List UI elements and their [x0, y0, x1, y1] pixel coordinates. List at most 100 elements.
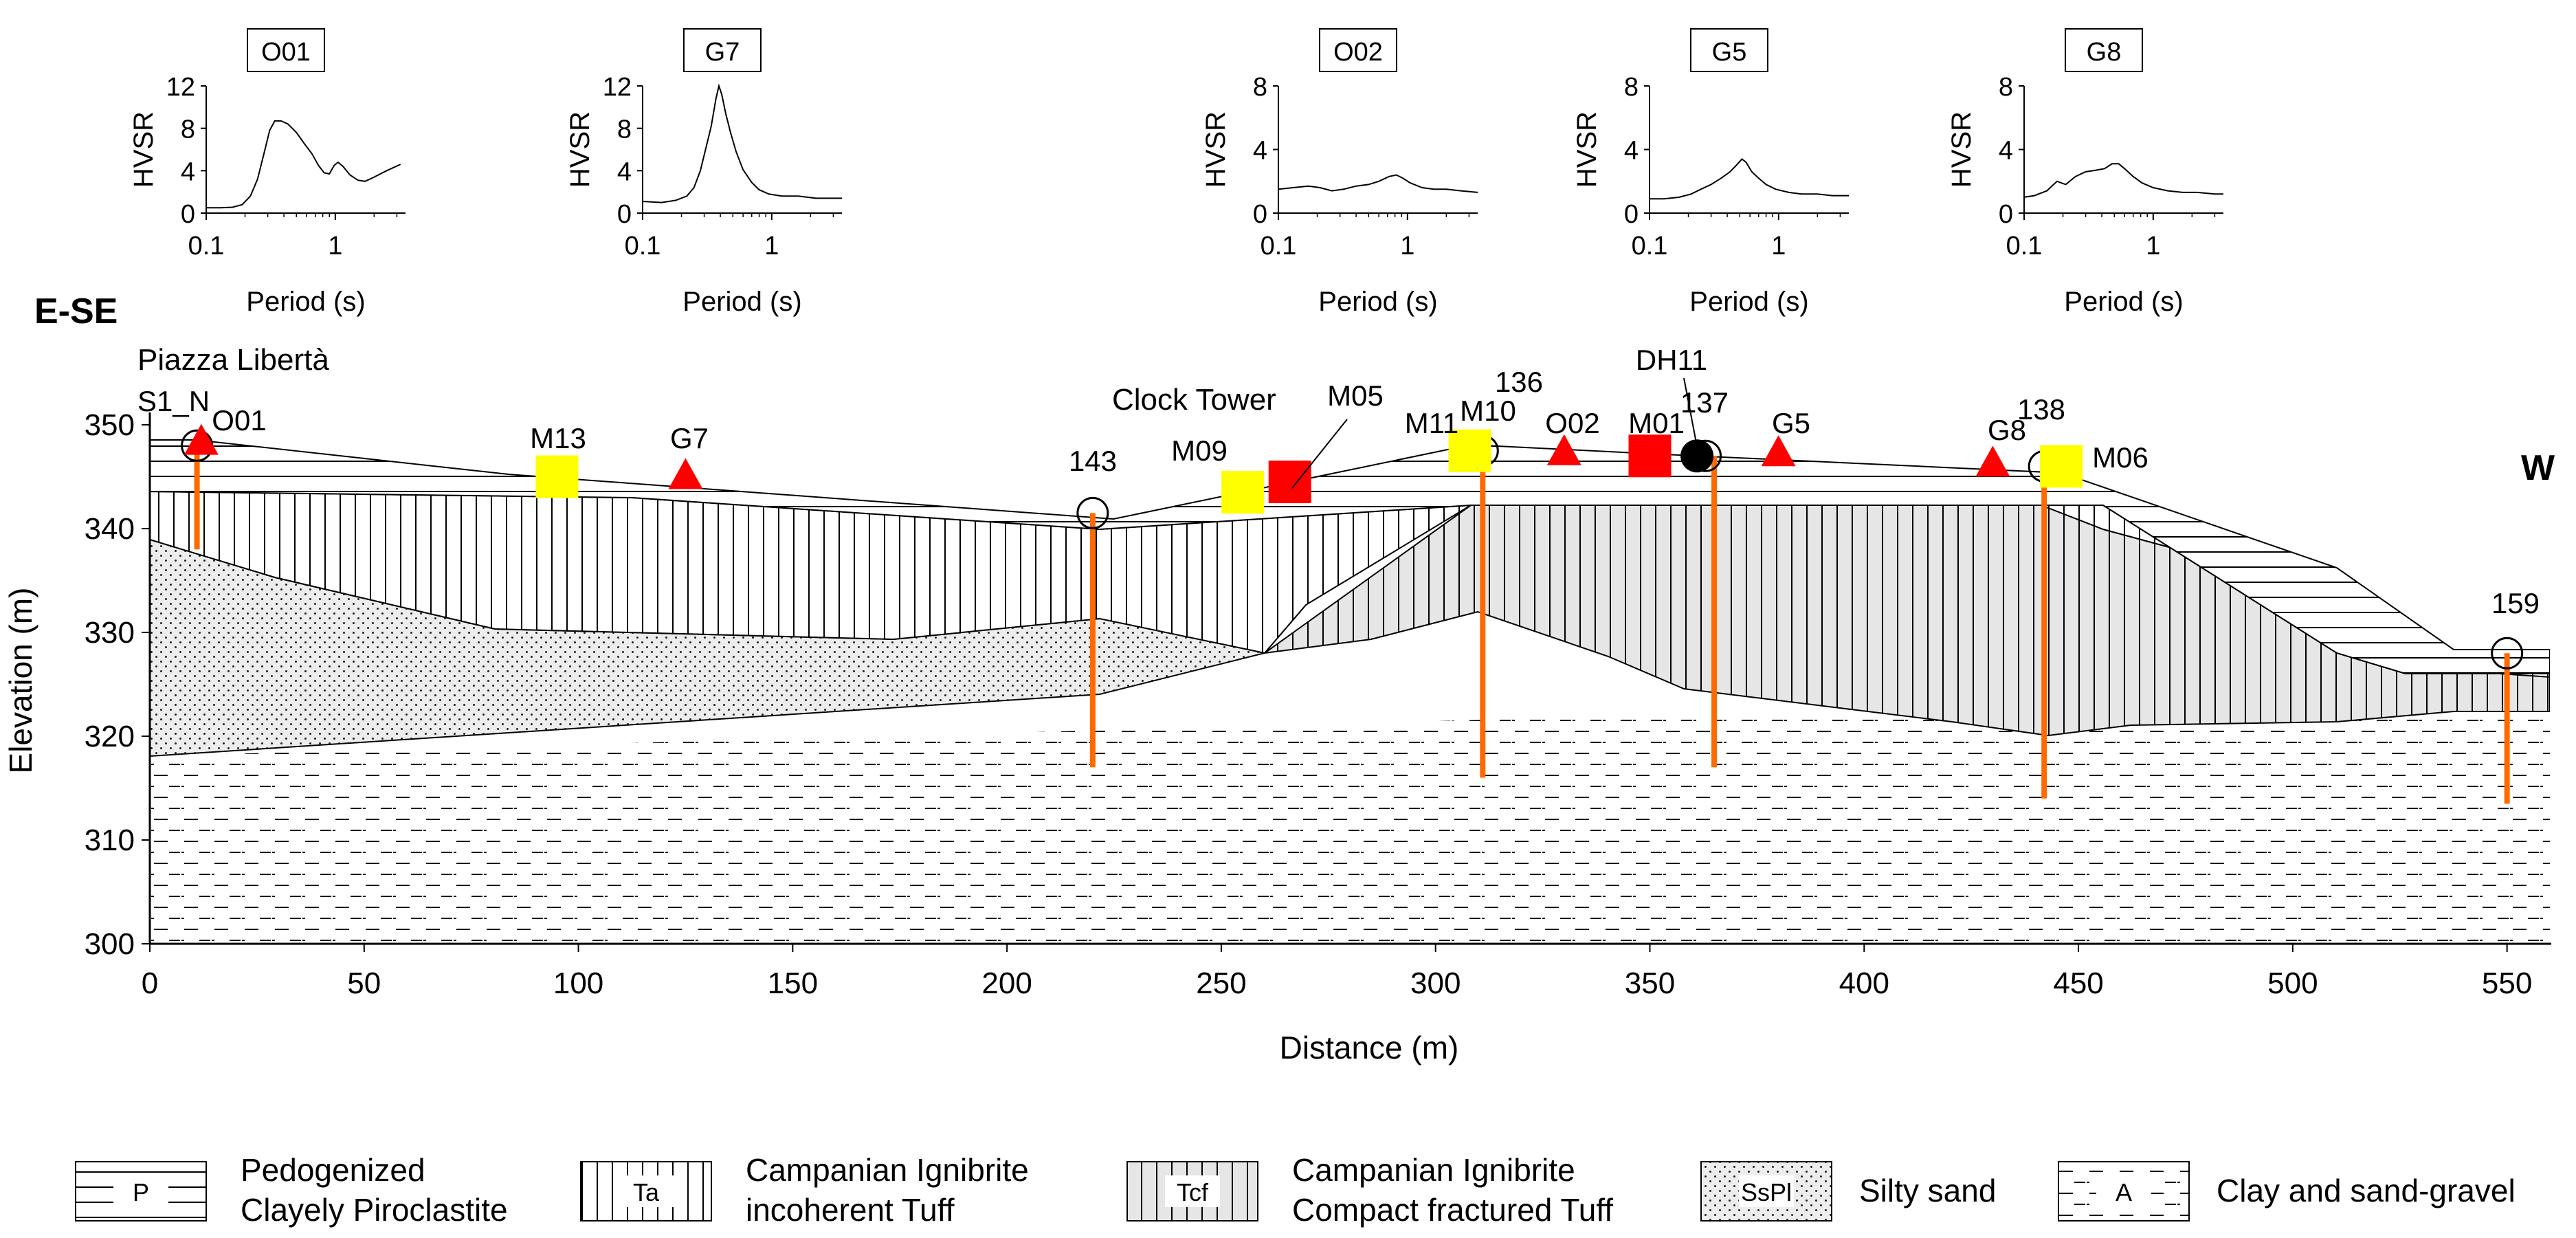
layer-pedogenized-piroclastite — [150, 439, 2550, 674]
legend-item-sspl: SsPl Silty sand — [1700, 1161, 1996, 1222]
dh-label: DH11 — [1636, 344, 1707, 376]
hvsr-panel-o01: O01 0 4 8 12 0.1 1 Period (s) HVSR — [129, 28, 406, 317]
legend-code-bg — [1165, 1175, 1220, 1207]
hvsr-curve-o01 — [206, 120, 401, 209]
hvsr-y-label: HVSR — [565, 111, 595, 188]
legend-label-line2: Clayely Piroclastite — [241, 1192, 508, 1228]
triangle-label-g5: G5 — [1772, 407, 1810, 439]
circle-label-137: 137 — [1680, 386, 1729, 419]
place-label: Piazza Libertà — [137, 343, 329, 377]
legend-code: SsPl — [1741, 1178, 1792, 1206]
m05-leader-line — [1291, 419, 1348, 489]
hvsr-station-triangle-o01 — [184, 423, 219, 455]
section-y-tick-label: 340 — [85, 512, 135, 546]
hvsr-title: G7 — [705, 38, 740, 67]
hvsr-x-tick-label: 0.1 — [1632, 232, 1668, 261]
square-label-m06: M06 — [2092, 441, 2148, 474]
hvsr-x-label: Period (s) — [1318, 287, 1437, 317]
survey-circle-159 — [2491, 637, 2524, 670]
section-x-tick-label: 200 — [981, 966, 1032, 1000]
section-ticks: 0 50 100 150 200 250 300 350 400 450 500 550 300 310 3… — [85, 408, 2533, 1000]
section-x-tick-label: 100 — [553, 966, 603, 1000]
station-square-m11 — [1448, 429, 1491, 472]
survey-circle-143 — [1076, 496, 1109, 529]
legend-code-bg — [2096, 1175, 2151, 1207]
station-square-m01 — [1628, 434, 1672, 478]
circle-label-s1_n: S1_N — [137, 385, 210, 417]
legend: P Pedogenized Clayely Piroclastite Ta Campan… — [75, 1152, 2516, 1228]
hvsr-title: O02 — [1333, 38, 1383, 67]
legend-label-line2: incoherent Tuff — [746, 1192, 955, 1228]
hvsr-station-triangle-g5 — [1761, 435, 1796, 467]
hvsr-panel-o02: O02 0 4 8 0.1 1 Period (s) HVSR — [1201, 28, 1478, 317]
hvsr-panel-g7: G7 0 4 8 12 0.1 1 Period (s) HVSR — [565, 28, 842, 317]
square-label-m01: M01 — [1628, 407, 1685, 439]
legend-label-line2: Compact fractured Tuff — [1292, 1192, 1613, 1228]
hvsr-panel-g5: G5 0 4 8 0.1 1 Period (s) HVSR — [1572, 28, 1849, 317]
hvsr-x-tick-label: 0.1 — [188, 232, 225, 261]
legend-code: Ta — [633, 1178, 660, 1206]
legend-item-a: A Clay and sand-gravel — [2058, 1161, 2516, 1222]
cross-section: 0 50 100 150 200 250 300 350 400 450 500 550 300 310 3… — [3, 344, 2551, 1065]
station-square-m06 — [2040, 445, 2083, 488]
boreholes — [194, 445, 2510, 804]
hvsr-x-tick-label: 1 — [328, 232, 342, 261]
square-label-m09: M09 — [1171, 434, 1228, 467]
section-x-tick-label: 500 — [2267, 966, 2318, 1000]
hvsr-x-tick-label: 1 — [1400, 232, 1414, 261]
hvsr-y-tick-label: 0 — [1624, 200, 1639, 229]
section-y-label: Elevation (m) — [3, 588, 38, 774]
section-y-tick-label: 300 — [85, 927, 135, 961]
layer-clay-sand-gravel — [150, 691, 2550, 944]
dh-leader-line — [1683, 377, 1697, 443]
circle-label-138: 138 — [2017, 393, 2065, 425]
legend-label-line1: Campanian Ignibrite — [1292, 1152, 1575, 1188]
hvsr-y-tick-label: 8 — [1624, 73, 1639, 102]
section-x-tick-label: 0 — [142, 966, 158, 1000]
section-y-tick-label: 320 — [85, 720, 135, 753]
hvsr-x-tick-label: 0.1 — [2006, 232, 2043, 261]
circle-label-159: 159 — [2491, 587, 2540, 619]
hvsr-x-tick-label: 1 — [764, 232, 779, 261]
hvsr-y-tick-label: 0 — [181, 200, 195, 229]
hvsr-title: O01 — [261, 38, 311, 67]
hvsr-y-tick-label: 4 — [1253, 137, 1267, 166]
direction-right-label: W — [2521, 448, 2555, 488]
downhole-marker-dh11 — [1680, 439, 1714, 473]
hvsr-title: G5 — [1712, 38, 1747, 67]
legend-item-tcf: Tcf Campanian Ignibrite Compact fractured … — [1126, 1152, 1613, 1228]
legend-code-bg — [1739, 1175, 1794, 1207]
legend-label-line1: Pedogenized — [241, 1152, 425, 1188]
hvsr-y-label: HVSR — [1201, 111, 1231, 188]
hvsr-curve-g5 — [1650, 158, 1849, 200]
legend-code: Tcf — [1177, 1178, 1209, 1206]
hvsr-y-tick-label: 8 — [181, 115, 195, 144]
hvsr-x-tick-label: 1 — [2146, 232, 2160, 261]
station-square-m13 — [535, 455, 579, 498]
legend-code: P — [133, 1178, 149, 1206]
hvsr-x-tick-label: 0.1 — [1261, 232, 1297, 261]
markers: S1_N 143 136 137 138 159 M13 M09 M05 M11 M01 M06 M10… — [137, 344, 2540, 670]
hvsr-x-label: Period (s) — [2064, 287, 2183, 317]
section-x-tick-label: 350 — [1625, 966, 1675, 1000]
legend-label-line1: Clay and sand-gravel — [2217, 1173, 2516, 1208]
hvsr-y-label: HVSR — [1572, 111, 1602, 188]
hvsr-y-tick-label: 0 — [1999, 200, 2013, 229]
legend-code-bg — [619, 1175, 674, 1207]
hvsr-x-label: Period (s) — [246, 287, 365, 317]
hvsr-y-tick-label: 4 — [617, 157, 632, 186]
square-label-m13: M13 — [530, 422, 586, 454]
section-y-tick-label: 330 — [85, 616, 135, 650]
hvsr-y-tick-label: 4 — [181, 157, 195, 186]
square-label-m11: M11 — [1405, 407, 1459, 439]
square-label-m05: M05 — [1327, 379, 1384, 412]
hvsr-title: G8 — [2087, 38, 2122, 67]
hvsr-title-box — [2065, 28, 2143, 72]
hvsr-y-tick-label: 8 — [1253, 73, 1267, 102]
direction-left-label: E-SE — [34, 291, 118, 331]
legend-item-p: P Pedogenized Clayely Piroclastite — [75, 1152, 508, 1228]
hvsr-y-tick-label: 8 — [617, 115, 632, 144]
m10-label: M10 — [1460, 395, 1516, 427]
hvsr-x-tick-label: 0.1 — [625, 232, 661, 261]
